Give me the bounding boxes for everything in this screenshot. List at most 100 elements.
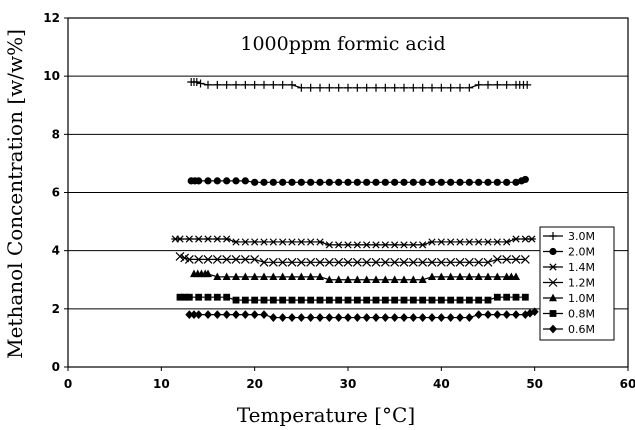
data-point-0-8m (512, 293, 520, 301)
data-point-0-6m (185, 310, 194, 320)
data-point-1-4m (362, 241, 371, 249)
data-point-0-8m (437, 296, 445, 304)
data-point-0-8m (484, 296, 492, 304)
x-axis-title: Temperature [°C] (237, 403, 415, 427)
data-point-0-6m (269, 313, 278, 322)
legend-label-1-0m: 1.0M (568, 292, 595, 305)
data-point-2-0m (493, 178, 501, 186)
legend-label-0-6m: 0.6M (568, 323, 595, 336)
data-point-0-6m (484, 310, 492, 320)
data-point-2-0m (372, 178, 380, 186)
data-point-1-2m (231, 254, 241, 264)
data-point-0-6m (372, 313, 380, 322)
data-point-1-0m (446, 272, 455, 281)
data-point-1-4m (316, 238, 324, 246)
data-point-0-6m (418, 313, 427, 322)
series-2-0m (187, 175, 529, 186)
data-point-3-0m (269, 80, 278, 89)
y-axis-title: Methanol Concentration [w/w%] (3, 29, 27, 359)
data-point-0-6m (400, 313, 408, 322)
data-point-0-8m (372, 296, 380, 304)
data-point-2-0m (419, 178, 427, 186)
data-point-3-0m (204, 80, 212, 89)
data-point-1-2m (464, 257, 474, 267)
data-point-2-0m (251, 178, 259, 186)
series-line-0-6m (189, 311, 535, 319)
data-point-1-2m (184, 254, 194, 264)
data-point-0-6m (278, 313, 287, 322)
data-point-1-4m (288, 238, 296, 246)
data-point-1-2m (343, 257, 353, 267)
data-point-0-6m (204, 310, 212, 320)
data-point-1-2m (296, 257, 306, 267)
series-1-2m (175, 252, 530, 267)
data-point-3-0m (334, 83, 343, 92)
data-point-2-0m (223, 177, 231, 185)
data-point-1-2m (492, 254, 502, 264)
data-point-1-2m (203, 254, 213, 264)
data-point-1-2m (390, 257, 400, 267)
data-point-1-4m (493, 238, 502, 246)
data-point-3-0m (306, 83, 315, 92)
data-point-0-8m (288, 296, 296, 304)
data-point-0-6m (260, 310, 268, 320)
data-point-0-8m (503, 293, 511, 301)
data-point-1-2m (334, 257, 344, 267)
data-point-3-0m (222, 80, 231, 89)
data-point-1-2m (352, 257, 362, 267)
data-point-1-2m (250, 254, 260, 264)
data-point-1-0m (409, 275, 418, 283)
data-point-1-2m (511, 254, 521, 264)
data-point-2-0m (241, 177, 249, 185)
series-1-0m (190, 269, 520, 283)
series-line-0-8m (180, 296, 526, 301)
x-tick-label: 20 (246, 377, 263, 391)
data-point-2-0m (297, 178, 305, 186)
data-point-0-8m (232, 296, 240, 304)
data-point-0-8m (353, 296, 361, 304)
data-point-3-0m (325, 83, 334, 92)
data-point-3-0m (390, 83, 399, 92)
data-point-1-4m (297, 238, 306, 246)
data-point-1-2m (446, 257, 456, 267)
data-point-1-4m (474, 238, 483, 246)
data-point-1-2m (399, 257, 409, 267)
data-point-3-0m (192, 77, 201, 86)
data-point-0-6m (409, 313, 418, 322)
data-point-3-0m (232, 80, 240, 89)
data-point-1-2m (455, 257, 465, 267)
data-point-1-2m (306, 257, 316, 267)
data-point-0-8m (325, 296, 333, 304)
data-point-0-8m (316, 296, 324, 304)
series-1-4m (171, 235, 536, 249)
data-point-0-8m (251, 296, 259, 304)
y-axis-ticks: 0 2 4 6 8 10 12 (43, 11, 68, 374)
data-point-0-8m (279, 296, 287, 304)
data-point-1-4m (185, 235, 194, 243)
data-point-1-2m (436, 257, 446, 267)
data-point-1-2m (502, 254, 512, 264)
data-point-1-2m (362, 257, 372, 267)
data-point-1-4m (176, 235, 184, 243)
data-point-0-8m (363, 296, 371, 304)
data-point-0-6m (446, 313, 455, 322)
data-point-1-0m (344, 275, 352, 283)
data-point-0-8m (493, 293, 501, 301)
data-point-0-8m (241, 296, 249, 304)
data-point-1-4m (232, 238, 240, 246)
data-point-3-0m (381, 83, 390, 92)
x-tick-label: 30 (340, 377, 357, 391)
data-point-2-0m (279, 178, 287, 186)
chart-title: 1000ppm formic acid (240, 33, 445, 55)
series-3-0m (187, 77, 532, 92)
data-point-1-0m (353, 275, 362, 283)
data-point-3-0m (400, 83, 408, 92)
x-tick-label: 50 (526, 377, 543, 391)
data-point-1-0m (362, 275, 371, 283)
data-point-0-6m (381, 313, 390, 322)
legend-marker-0-8m (549, 310, 557, 317)
data-point-1-0m (260, 272, 268, 281)
data-point-2-0m (260, 178, 268, 186)
data-point-1-2m (483, 257, 493, 267)
data-point-2-0m (288, 178, 296, 186)
